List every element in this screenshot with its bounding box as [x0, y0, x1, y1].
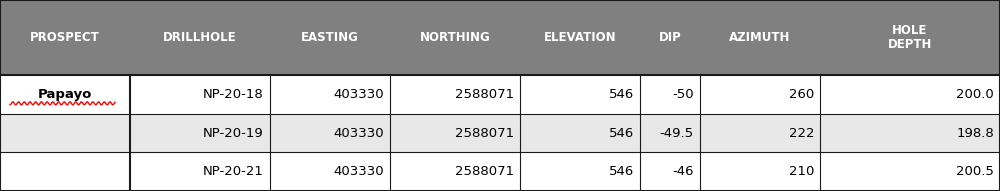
Bar: [0, 75, 1000, 114]
Text: AZIMUTH: AZIMUTH: [729, 31, 791, 44]
Text: DIP: DIP: [659, 31, 681, 44]
Text: 2588071: 2588071: [455, 126, 514, 139]
Text: 403330: 403330: [333, 165, 384, 178]
Text: 260: 260: [789, 88, 814, 101]
Text: 546: 546: [609, 126, 634, 139]
Text: 2588071: 2588071: [455, 88, 514, 101]
Text: 2588071: 2588071: [455, 165, 514, 178]
Text: HOLE
DEPTH: HOLE DEPTH: [888, 24, 932, 51]
Bar: [0, 152, 1000, 191]
Text: NP-20-21: NP-20-21: [203, 165, 264, 178]
Bar: [0, 114, 1000, 152]
Text: -49.5: -49.5: [660, 126, 694, 139]
Bar: [0, 0, 1000, 75]
Text: 546: 546: [609, 165, 634, 178]
Text: NP-20-18: NP-20-18: [203, 88, 264, 101]
Text: 546: 546: [609, 88, 634, 101]
Text: NP-20-19: NP-20-19: [203, 126, 264, 139]
Text: -50: -50: [672, 88, 694, 101]
Text: 198.8: 198.8: [956, 126, 994, 139]
Text: 200.5: 200.5: [956, 165, 994, 178]
Text: EASTING: EASTING: [301, 31, 359, 44]
Text: 200.0: 200.0: [956, 88, 994, 101]
Text: PROSPECT: PROSPECT: [30, 31, 100, 44]
Text: 403330: 403330: [333, 126, 384, 139]
Text: NORTHING: NORTHING: [420, 31, 490, 44]
Text: 210: 210: [789, 165, 814, 178]
Text: ELEVATION: ELEVATION: [544, 31, 616, 44]
Text: 222: 222: [788, 126, 814, 139]
Text: 403330: 403330: [333, 88, 384, 101]
Text: -46: -46: [672, 165, 694, 178]
Text: Papayo: Papayo: [38, 88, 92, 101]
Text: DRILLHOLE: DRILLHOLE: [163, 31, 237, 44]
